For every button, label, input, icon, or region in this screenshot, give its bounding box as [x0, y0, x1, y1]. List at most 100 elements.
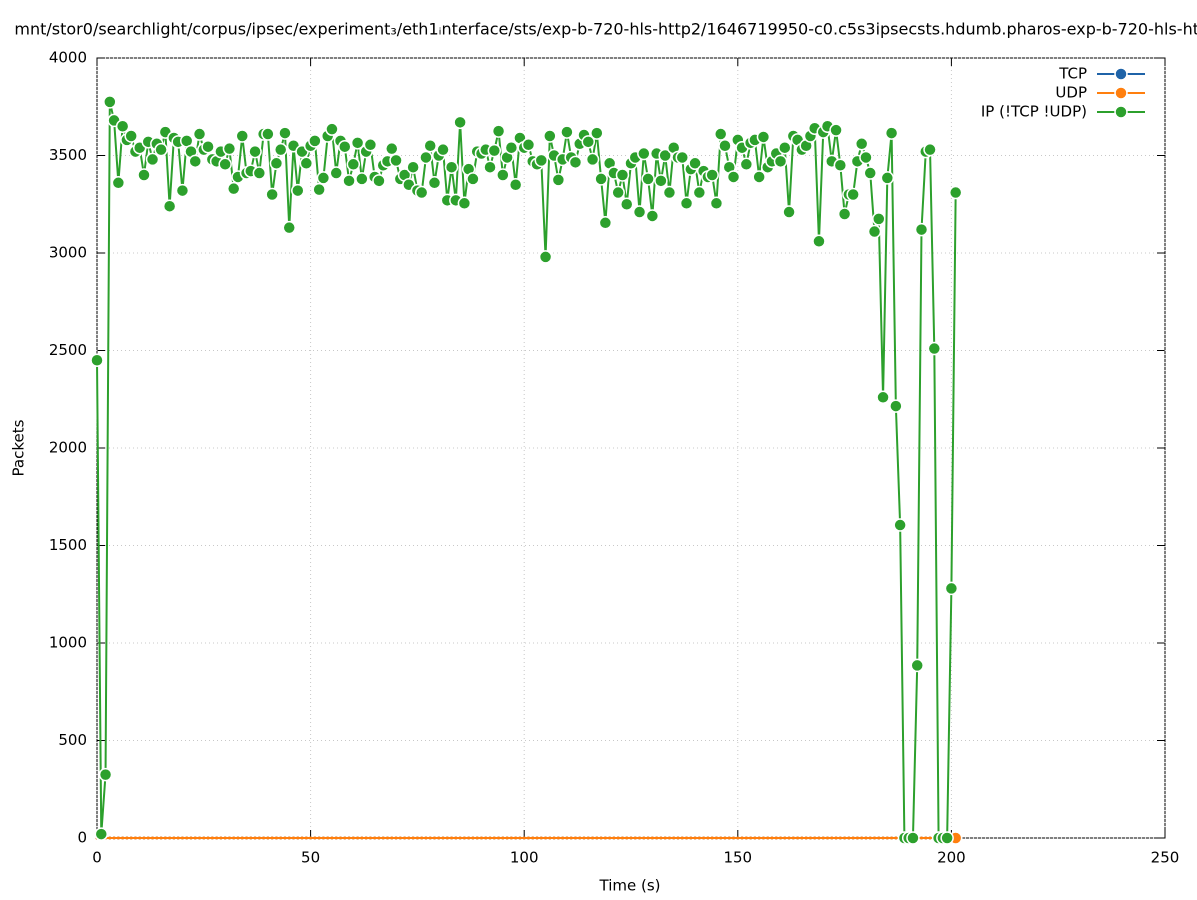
- data-point: [300, 836, 304, 840]
- data-point: [415, 836, 419, 840]
- legend-swatch: [1114, 67, 1128, 81]
- data-point: [928, 836, 932, 840]
- data-point: [744, 836, 748, 840]
- data-point: [398, 836, 402, 840]
- data-point: [736, 836, 740, 840]
- data-point: [846, 187, 860, 202]
- data-point: [98, 767, 113, 782]
- data-point: [581, 135, 596, 149]
- y-tick-label: 3000: [49, 244, 87, 262]
- data-point: [414, 185, 429, 200]
- data-point: [108, 836, 112, 840]
- data-point: [316, 171, 331, 185]
- data-point: [351, 836, 355, 840]
- data-point: [854, 137, 869, 151]
- y-tick-label: 500: [58, 731, 87, 749]
- data-point: [568, 155, 583, 170]
- data-point: [620, 836, 624, 840]
- data-point: [457, 196, 472, 211]
- data-point: [124, 129, 138, 143]
- data-point: [483, 160, 497, 174]
- data-point: [505, 836, 509, 840]
- data-point: [565, 836, 569, 840]
- data-point: [796, 836, 800, 840]
- data-point: [645, 209, 660, 223]
- data-point: [948, 185, 963, 200]
- data-point: [782, 205, 796, 219]
- data-point: [779, 836, 783, 840]
- data-point: [787, 836, 791, 840]
- data-point: [403, 836, 407, 840]
- data-point: [406, 160, 420, 174]
- data-point: [236, 836, 240, 840]
- data-point: [672, 836, 676, 840]
- data-point: [521, 138, 536, 152]
- data-point: [732, 836, 736, 840]
- data-point: [385, 141, 399, 156]
- data-point: [551, 173, 566, 187]
- data-point: [226, 181, 241, 196]
- data-point: [347, 836, 351, 840]
- data-point: [356, 836, 360, 840]
- data-point: [287, 836, 291, 840]
- data-point: [240, 836, 244, 840]
- data-point: [611, 185, 625, 200]
- data-point: [612, 836, 616, 840]
- data-point: [162, 199, 177, 213]
- data-point: [641, 172, 655, 186]
- data-point: [880, 171, 895, 185]
- x-tick-label: 250: [1151, 849, 1180, 867]
- y-tick-label: 4000: [49, 49, 87, 67]
- legend-swatch: [1114, 105, 1128, 119]
- data-point: [585, 152, 600, 167]
- data-point: [679, 196, 694, 211]
- data-point: [419, 150, 433, 165]
- data-point: [538, 250, 553, 264]
- legend-label: TCP: [1058, 65, 1087, 83]
- x-tick-label: 200: [937, 849, 966, 867]
- data-point: [594, 172, 608, 186]
- data-point: [685, 836, 689, 840]
- data-point: [329, 166, 343, 180]
- y-tick-label: 2000: [49, 439, 87, 457]
- data-point: [689, 836, 693, 840]
- data-point: [561, 836, 565, 840]
- data-point: [428, 836, 432, 840]
- data-point: [185, 836, 189, 840]
- data-point: [868, 836, 872, 840]
- data-point: [637, 146, 651, 161]
- data-point: [368, 836, 372, 840]
- data-point: [218, 157, 232, 172]
- y-tick-label: 1500: [49, 536, 87, 554]
- data-point: [125, 836, 129, 840]
- data-point: [103, 95, 117, 109]
- data-point: [202, 836, 206, 840]
- data-point: [219, 836, 223, 840]
- data-point: [206, 836, 210, 840]
- data-point: [663, 836, 667, 840]
- data-point: [923, 142, 937, 157]
- data-point: [121, 836, 125, 840]
- data-point: [548, 836, 552, 840]
- data-point: [462, 836, 466, 840]
- data-point: [855, 836, 859, 840]
- data-point: [137, 168, 151, 182]
- data-point: [283, 836, 287, 840]
- data-point: [487, 143, 502, 158]
- data-point: [544, 836, 548, 840]
- data-point: [873, 836, 877, 840]
- data-point: [629, 836, 633, 840]
- y-tick-label: 0: [77, 829, 87, 847]
- data-point: [800, 836, 804, 840]
- data-point: [944, 581, 959, 596]
- data-point: [129, 836, 133, 840]
- data-point: [598, 216, 613, 230]
- data-point: [608, 836, 612, 840]
- data-point: [325, 122, 339, 136]
- data-point: [924, 836, 928, 840]
- data-point: [385, 836, 389, 840]
- data-point: [582, 836, 586, 840]
- data-point: [180, 836, 184, 840]
- data-point: [680, 836, 684, 840]
- data-point: [688, 156, 702, 171]
